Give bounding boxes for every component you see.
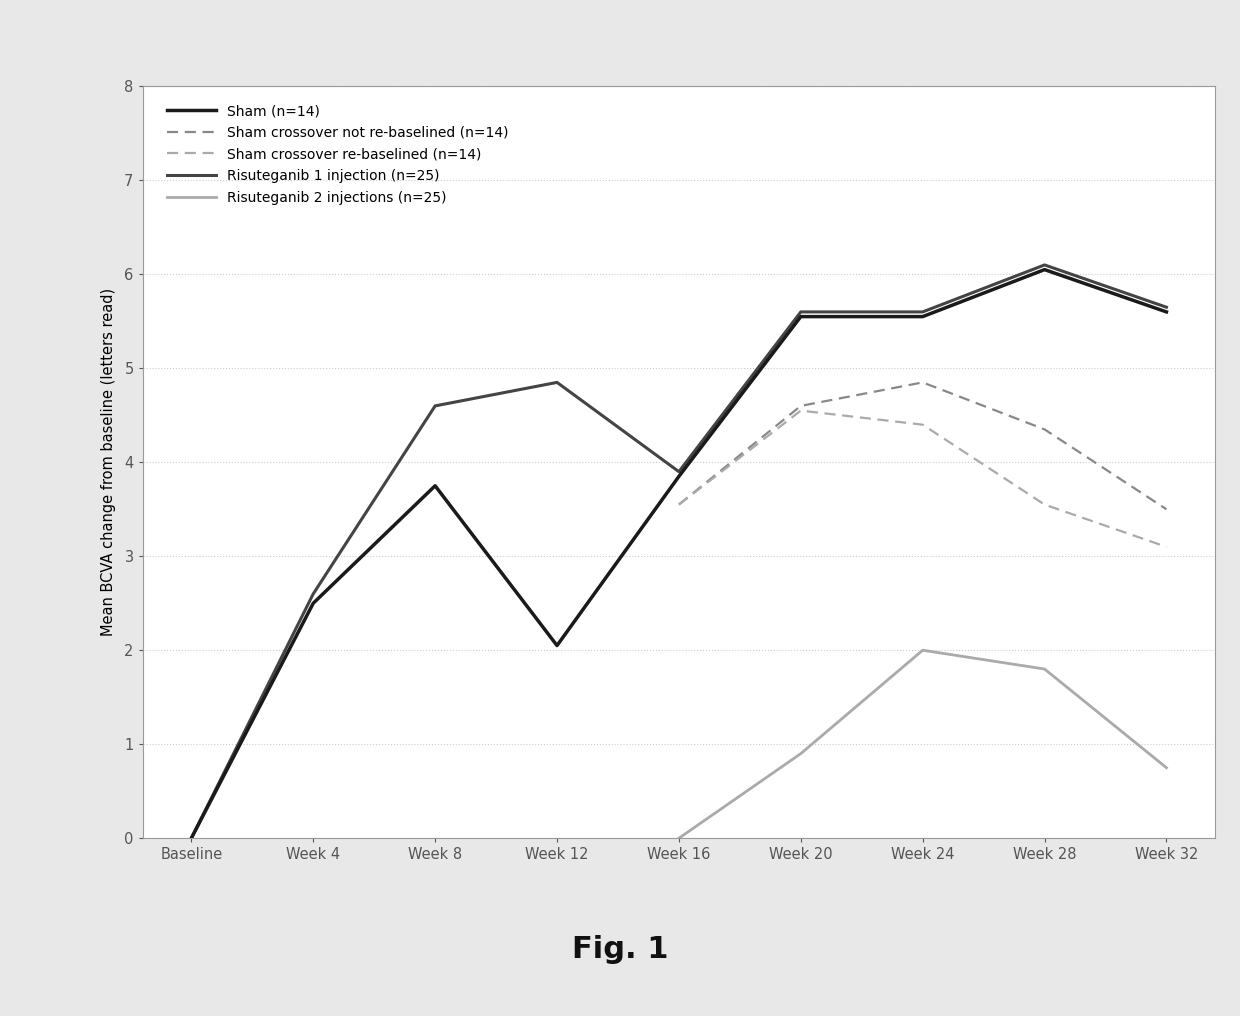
Legend: Sham (n=14), Sham crossover not re-baselined (n=14), Sham crossover re-baselined: Sham (n=14), Sham crossover not re-basel… <box>160 98 516 211</box>
Y-axis label: Mean BCVA change from baseline (letters read): Mean BCVA change from baseline (letters … <box>100 289 115 636</box>
Text: Fig. 1: Fig. 1 <box>572 936 668 964</box>
